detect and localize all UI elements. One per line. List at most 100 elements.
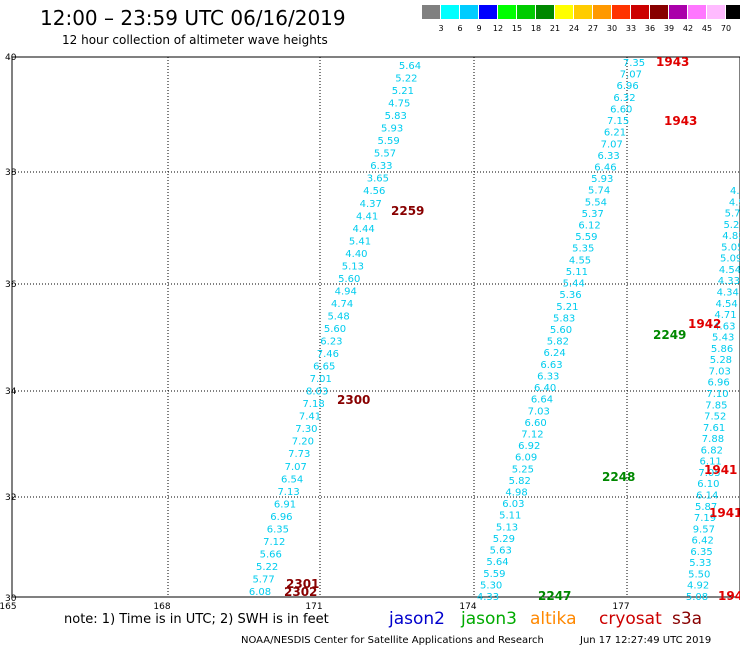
swh-value-track-3: 4.4 bbox=[730, 186, 740, 197]
legend-swatch bbox=[460, 5, 478, 19]
legend-swatch bbox=[707, 5, 725, 19]
swh-value-track-3: 5.74 bbox=[725, 209, 740, 220]
swh-value-track-1: 5.77 bbox=[252, 574, 274, 585]
swh-value-track-2: 5.21 bbox=[556, 302, 578, 313]
swh-value-track-3: 4.54 bbox=[715, 299, 737, 310]
swh-value-track-3: 6.96 bbox=[708, 378, 730, 389]
swh-value-track-3: 5.09 bbox=[720, 254, 740, 265]
legend-swatch bbox=[536, 5, 554, 19]
swh-value-track-3: 5.87 bbox=[695, 502, 717, 513]
swh-value-track-1: 4.75 bbox=[388, 99, 410, 110]
swh-value-track-2: 6.64 bbox=[531, 395, 553, 406]
legend-label: 33 bbox=[625, 24, 637, 33]
legend-label: 15 bbox=[511, 24, 523, 33]
swh-value-track-1: 5.59 bbox=[377, 136, 399, 147]
swh-value-track-1: 5.64 bbox=[399, 61, 421, 72]
legend-swatch bbox=[479, 5, 497, 19]
swh-value-track-2: 6.63 bbox=[540, 360, 562, 371]
legend-label: 70 bbox=[720, 24, 732, 33]
pass-time-label: 2259 bbox=[391, 204, 424, 218]
lat-tick-label: 30 bbox=[5, 594, 17, 604]
pass-time-label: 194 bbox=[718, 589, 740, 603]
pass-time-label: 2247 bbox=[538, 589, 571, 603]
swh-value-track-1: 5.41 bbox=[349, 236, 371, 247]
swh-value-track-3: 4.82 bbox=[722, 231, 740, 242]
legend-label: 39 bbox=[663, 24, 675, 33]
swh-value-track-3: 6.14 bbox=[696, 491, 718, 502]
lon-tick-label: 174 bbox=[459, 602, 476, 612]
swh-value-track-3: 4.63 bbox=[713, 321, 735, 332]
legend-label: 45 bbox=[701, 24, 713, 33]
swh-value-track-2: 7.15 bbox=[607, 116, 629, 127]
legend-label: 36 bbox=[644, 24, 656, 33]
swh-value-track-1: 4.41 bbox=[356, 211, 378, 222]
swh-value-track-1: 4.56 bbox=[363, 186, 385, 197]
swh-value-track-1: 6.35 bbox=[267, 524, 289, 535]
swh-value-track-2: 6.40 bbox=[534, 383, 556, 394]
swh-value-track-1: 7.12 bbox=[263, 537, 285, 548]
swh-value-track-1: 7.13 bbox=[277, 487, 299, 498]
swh-value-track-2: 5.13 bbox=[496, 522, 518, 533]
swh-value-track-2: 6.60 bbox=[610, 104, 632, 115]
swh-value-track-3: 6.42 bbox=[692, 536, 714, 547]
swh-value-track-2: 7.12 bbox=[521, 429, 543, 440]
swh-value-track-1: 6.08 bbox=[249, 587, 271, 598]
page-subtitle: 12 hour collection of altimeter wave hei… bbox=[62, 33, 328, 47]
swh-value-track-1: 7.18 bbox=[302, 399, 324, 410]
swh-value-track-1: 7.01 bbox=[310, 374, 332, 385]
swh-value-track-1: 5.21 bbox=[392, 86, 414, 97]
swh-value-track-2: 5.36 bbox=[559, 290, 581, 301]
swh-value-track-1: 5.22 bbox=[256, 562, 278, 573]
swh-value-track-2: 5.59 bbox=[575, 232, 597, 243]
mission-label-jason3: jason3 bbox=[461, 609, 517, 629]
lat-tick-label: 34 bbox=[5, 387, 17, 397]
swh-value-track-3: 5.28 bbox=[710, 355, 732, 366]
legend-label: 27 bbox=[587, 24, 599, 33]
swh-value-track-2: 6.12 bbox=[578, 221, 600, 232]
swh-value-track-3: 6.11 bbox=[700, 457, 722, 468]
swh-value-track-2: 5.74 bbox=[588, 186, 610, 197]
pass-time-label: 2249 bbox=[653, 328, 686, 342]
swh-value-track-2: 5.83 bbox=[553, 313, 575, 324]
footnote: note: 1) Time is in UTC; 2) SWH is in fe… bbox=[64, 612, 329, 627]
swh-value-track-1: 7.73 bbox=[288, 449, 310, 460]
swh-value-track-3: 6.35 bbox=[690, 547, 712, 558]
swh-value-track-3: 6.82 bbox=[701, 445, 723, 456]
map-frame bbox=[11, 56, 740, 598]
mission-label-altika: altika bbox=[530, 609, 577, 629]
swh-value-track-1: 7.07 bbox=[285, 462, 307, 473]
swh-value-track-2: 6.92 bbox=[518, 441, 540, 452]
lon-tick-label: 165 bbox=[0, 602, 17, 612]
swh-value-track-2: 5.93 bbox=[591, 174, 613, 185]
swh-value-track-2: 5.11 bbox=[566, 267, 588, 278]
lon-tick-label: 171 bbox=[305, 602, 322, 612]
swh-value-track-2: 5.60 bbox=[550, 325, 572, 336]
swh-value-track-3: 5.86 bbox=[711, 344, 733, 355]
swh-value-track-3: 5.33 bbox=[689, 558, 711, 569]
swh-value-track-2: 5.30 bbox=[480, 580, 502, 591]
swh-value-track-2: 5.59 bbox=[483, 569, 505, 580]
mission-label-cryosat: cryosat bbox=[599, 609, 662, 629]
legend-label: 18 bbox=[530, 24, 542, 33]
swh-value-track-2: 6.21 bbox=[604, 128, 626, 139]
swh-value-track-1: 5.66 bbox=[260, 549, 282, 560]
page-title: 12:00 – 23:59 UTC 06/16/2019 bbox=[40, 6, 346, 30]
swh-value-track-1: 6.96 bbox=[270, 512, 292, 523]
pass-time-label: 1943 bbox=[664, 114, 697, 128]
swh-value-track-1: 5.13 bbox=[342, 261, 364, 272]
pass-time-label: 2248 bbox=[602, 470, 635, 484]
swh-value-track-1: 4.94 bbox=[335, 286, 357, 297]
swh-value-track-3: 4.9 bbox=[729, 197, 740, 208]
legend-swatch bbox=[631, 5, 649, 19]
swh-value-track-2: 5.25 bbox=[512, 464, 534, 475]
swh-value-track-2: 6.46 bbox=[594, 162, 616, 173]
generation-timestamp: Jun 17 12:27:49 UTC 2019 bbox=[580, 635, 712, 646]
legend-swatch bbox=[593, 5, 611, 19]
legend-swatch bbox=[726, 5, 740, 19]
swh-value-track-2: 5.35 bbox=[572, 244, 594, 255]
mission-label-jason2: jason2 bbox=[389, 609, 445, 629]
swh-value-track-2: 4.55 bbox=[569, 255, 591, 266]
legend-label: 6 bbox=[457, 24, 463, 33]
swh-value-track-3: 5.08 bbox=[686, 592, 708, 603]
swh-value-track-1: 4.40 bbox=[345, 249, 367, 260]
